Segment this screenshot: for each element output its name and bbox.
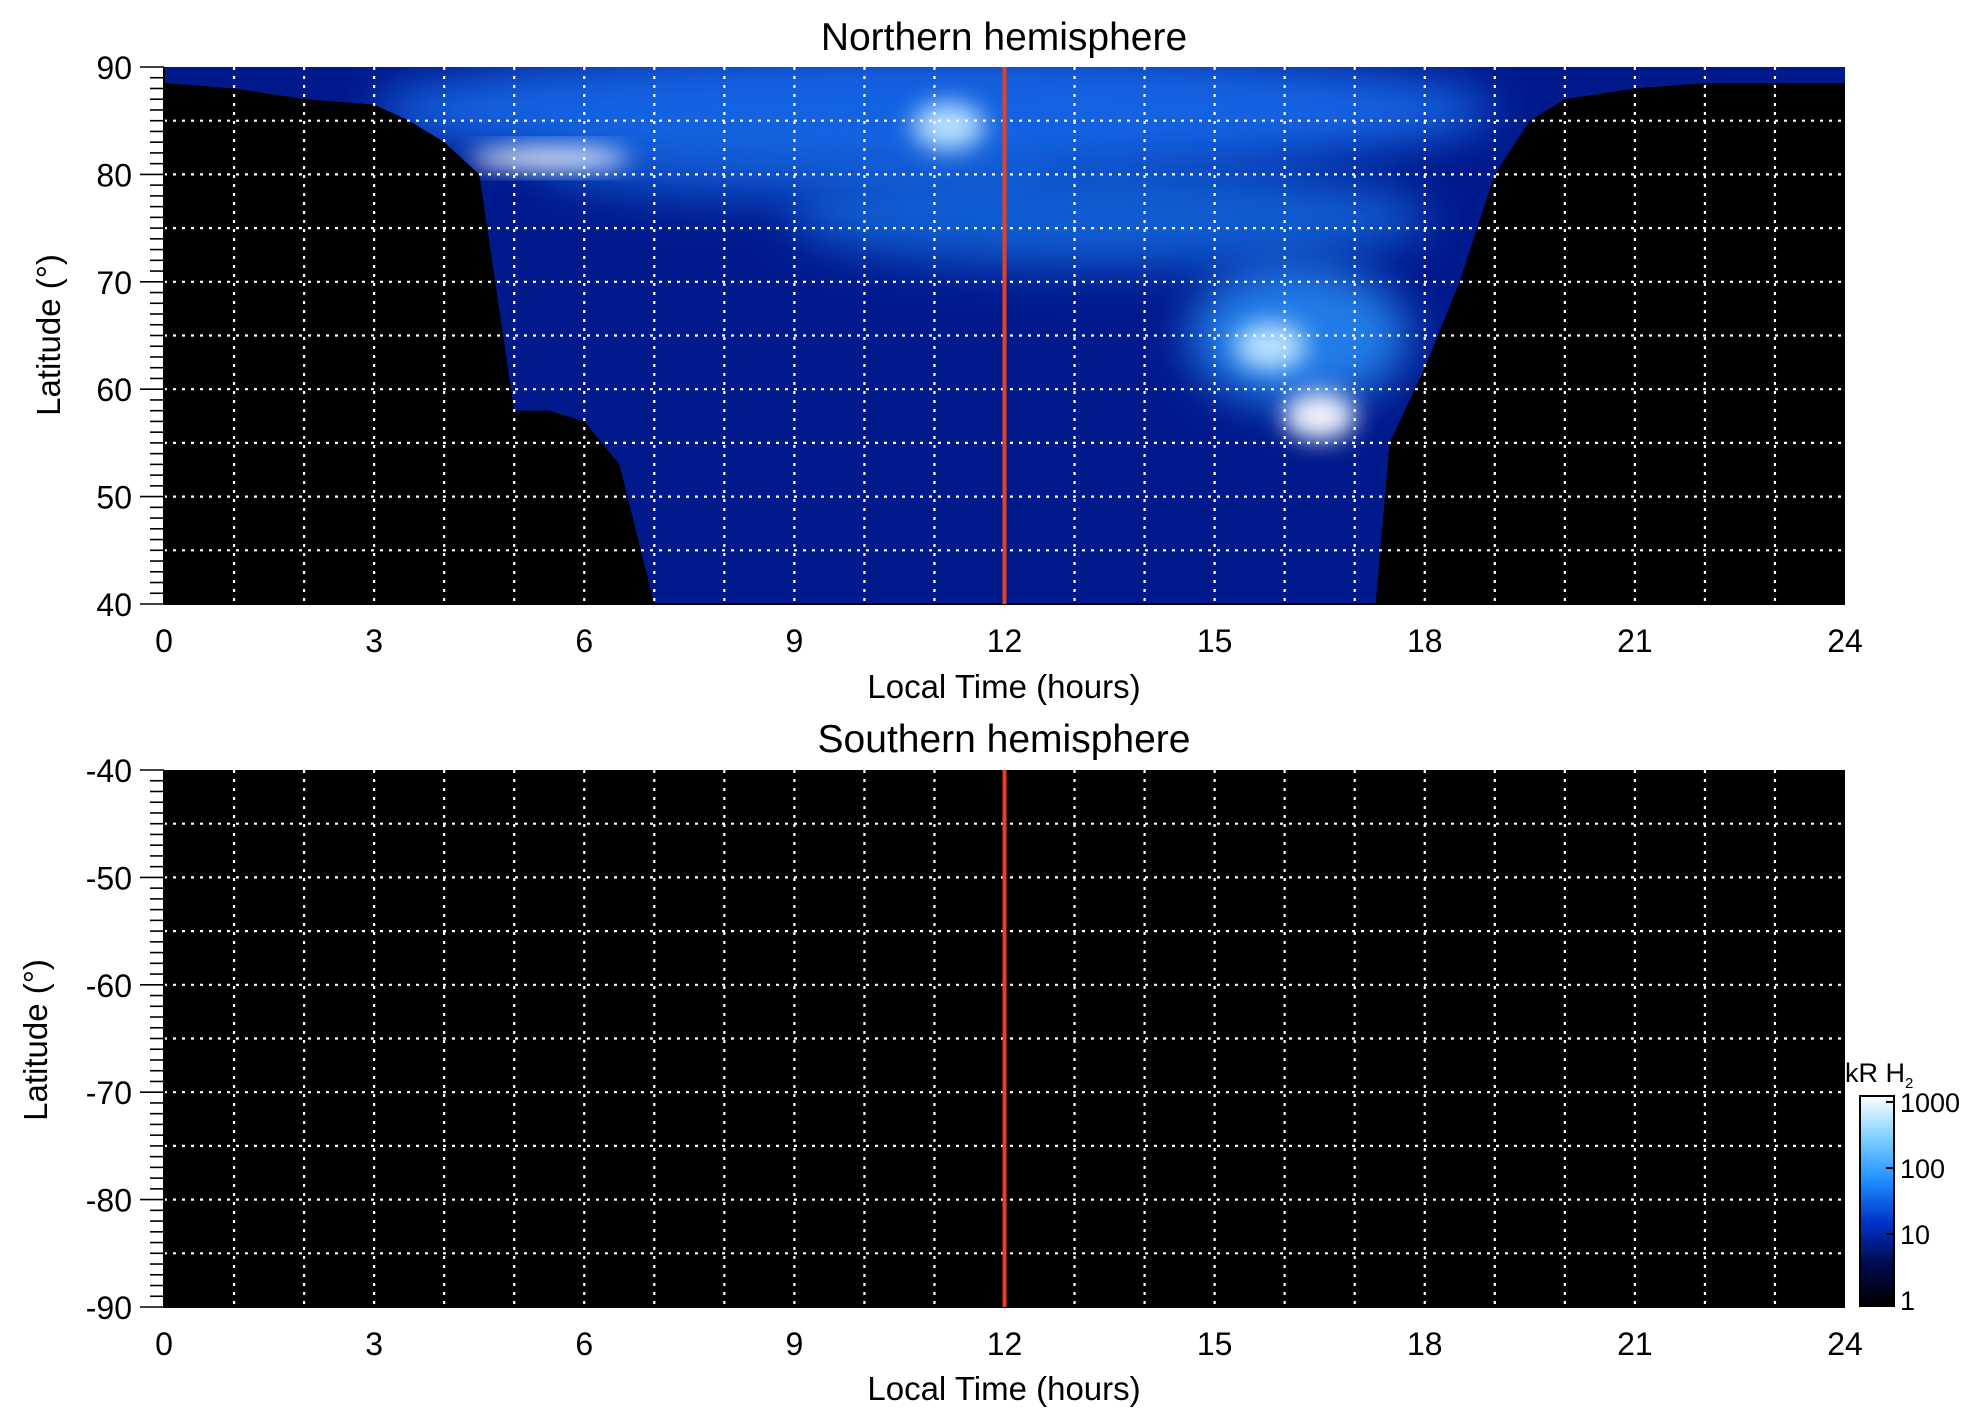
x-tick-label: 6 [575, 1326, 593, 1362]
x-tick-label: 18 [1407, 623, 1443, 659]
y-tick-label: -80 [86, 1183, 132, 1219]
x-tick-label: 3 [365, 623, 383, 659]
southern-panel: Southern hemisphere -40 -50 -60 -70 -80 -90 0… [17, 718, 1863, 1407]
x-tick-label: 24 [1827, 623, 1863, 659]
x-tick-label: 9 [785, 1326, 803, 1362]
y-tick-label: 90 [96, 50, 132, 86]
y-tick-label: -50 [86, 860, 132, 896]
southern-title: Southern hemisphere [818, 718, 1191, 761]
bright-feature [912, 102, 985, 151]
x-tick-label: 12 [987, 1326, 1023, 1362]
x-tick-label: 9 [785, 623, 803, 659]
x-tick-label: 21 [1617, 623, 1653, 659]
x-tick-label: 0 [155, 1326, 173, 1362]
y-tick-label: -90 [86, 1290, 132, 1326]
colorbar-tick-label: 1000 [1900, 1088, 1960, 1118]
bright-feature [1283, 392, 1356, 441]
x-tick-label: 12 [987, 623, 1023, 659]
colorbar-title-subscript: 2 [1905, 1075, 1913, 1092]
northern-grid [164, 67, 1845, 604]
bright-feature [469, 147, 630, 170]
southern-y-tick-labels: -40 -50 -60 -70 -80 -90 [86, 753, 132, 1326]
colorbar-tick-label: 10 [1900, 1220, 1930, 1250]
southern-grid [164, 770, 1845, 1307]
northern-y-tick-labels: 40 50 60 70 80 90 [96, 50, 132, 623]
colorbar-bar [1859, 1095, 1895, 1307]
northern-panel: Northern hemisphere 40 50 60 70 80 90 0 3 6 9 12 1… [30, 16, 1863, 705]
x-tick-label: 0 [155, 623, 173, 659]
colorbar: kR H2 1000 100 10 1 [1845, 1058, 1960, 1316]
colorbar-ticks: 1000 100 10 1 [1886, 1088, 1960, 1316]
y-tick-label: -40 [86, 753, 132, 789]
northern-y-axis-label: Latitude (°) [30, 254, 67, 416]
x-tick-label: 18 [1407, 1326, 1443, 1362]
y-tick-label: 60 [96, 372, 132, 408]
x-tick-label: 21 [1617, 1326, 1653, 1362]
y-tick-label: 40 [96, 587, 132, 623]
x-tick-label: 24 [1827, 1326, 1863, 1362]
y-tick-label: 70 [96, 265, 132, 301]
x-tick-label: 15 [1197, 623, 1233, 659]
y-tick-label: 50 [96, 480, 132, 516]
colorbar-tick-label: 100 [1900, 1154, 1945, 1184]
x-tick-label: 3 [365, 1326, 383, 1362]
y-tick-label: 80 [96, 157, 132, 193]
x-tick-label: 15 [1197, 1326, 1233, 1362]
southern-x-axis-label: Local Time (hours) [867, 1370, 1140, 1407]
y-tick-label: -70 [86, 1075, 132, 1111]
northern-x-tick-labels: 0 3 6 9 12 15 18 21 24 [155, 623, 1863, 659]
northern-x-axis-label: Local Time (hours) [867, 668, 1140, 705]
y-tick-label: -60 [86, 968, 132, 1004]
southern-x-tick-labels: 0 3 6 9 12 15 18 21 24 [155, 1326, 1863, 1362]
colorbar-title: kR H2 [1845, 1058, 1913, 1092]
colorbar-tick-label: 1 [1900, 1286, 1915, 1316]
southern-y-axis-label: Latitude (°) [17, 959, 54, 1121]
x-tick-label: 6 [575, 623, 593, 659]
northern-title: Northern hemisphere [821, 16, 1187, 59]
colorbar-title-main: kR H [1845, 1058, 1905, 1088]
bright-feature [1234, 322, 1307, 371]
